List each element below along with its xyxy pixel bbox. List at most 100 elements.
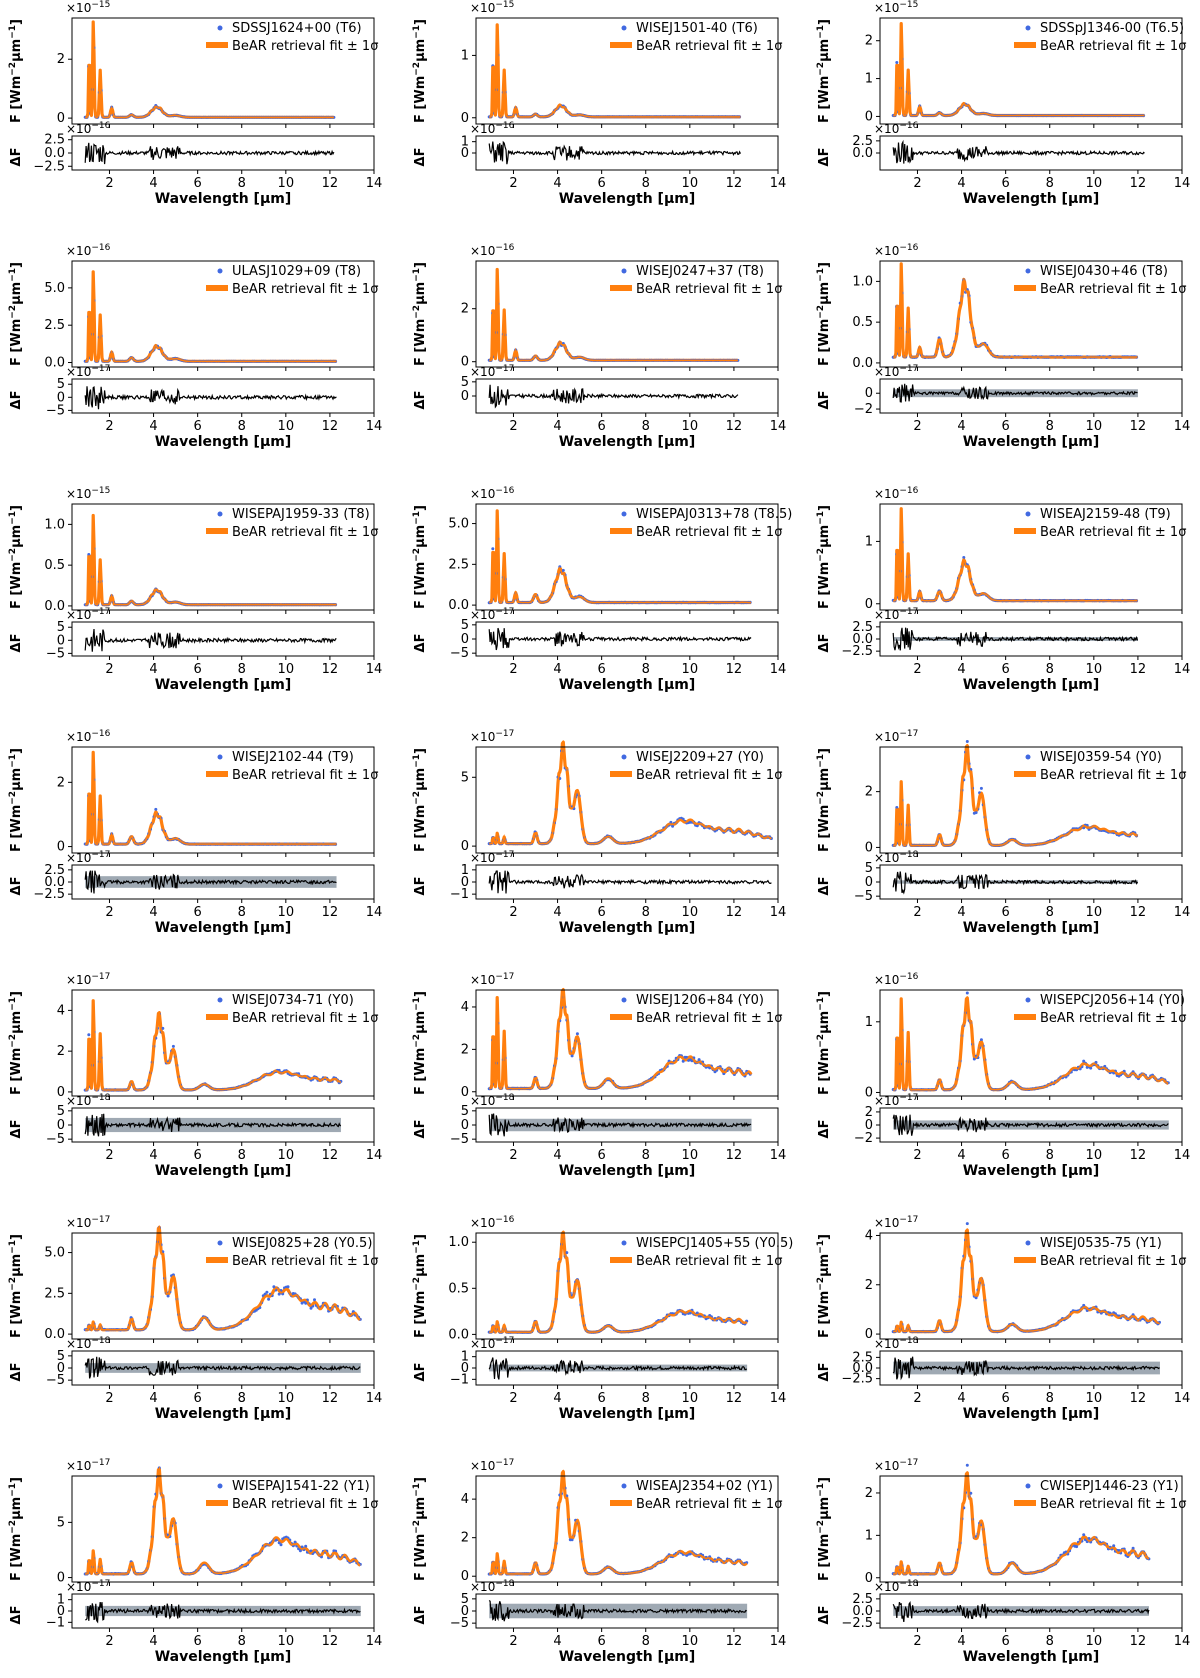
y-tick-label: 0 <box>865 840 873 855</box>
x-tick-label: 2 <box>105 905 113 920</box>
flux-multiplier: ×10−16 <box>470 243 515 258</box>
y-tick-label: 0.0 <box>852 356 873 371</box>
residual-multiplier: ×10−16 <box>470 121 515 136</box>
residual-multiplier: ×10−17 <box>66 850 110 865</box>
y-tick-label: 0 <box>461 111 469 126</box>
residual-line <box>85 386 336 409</box>
legend-marker-fit <box>1014 528 1036 534</box>
legend-marker-data <box>1026 26 1031 31</box>
residual-multiplier: ×10−17 <box>470 607 514 622</box>
fit-line-core <box>893 24 1144 116</box>
x-tick-label: 4 <box>553 662 561 677</box>
y-tick-label: 2 <box>865 34 873 49</box>
data-point <box>87 1033 90 1036</box>
residual-line <box>489 1358 747 1380</box>
y-tick-label: 4 <box>865 1228 873 1243</box>
flux-axis-label: F [Wm−2μm−1] <box>412 1234 428 1338</box>
data-point <box>1112 1544 1115 1547</box>
x-tick-label: 10 <box>278 662 295 677</box>
x-tick-label: 10 <box>682 662 699 677</box>
residual-axis-label: ΔF <box>413 148 428 167</box>
residual-tick-label: −2.5 <box>33 887 65 902</box>
y-tick-label: 2 <box>865 1486 873 1501</box>
legend-fit-label: BeAR retrieval fit ± 1σ <box>1040 1497 1186 1512</box>
y-tick-label: 0.0 <box>448 1327 469 1342</box>
flux-axis-label: F [Wm−2μm−1] <box>412 748 428 852</box>
legend-marker-fit <box>206 771 228 777</box>
y-tick-label: 2 <box>461 1531 469 1546</box>
residual-axis-label: ΔF <box>817 877 832 896</box>
x-axis-label: Wavelength [μm] <box>963 1163 1100 1179</box>
legend-object-name: WISEJ0734-71 (Y0) <box>232 993 354 1008</box>
residual-tick-label: −5 <box>46 403 65 418</box>
x-tick-label: 12 <box>1130 1634 1147 1649</box>
x-tick-label: 12 <box>1130 905 1147 920</box>
flux-axis-label: F [Wm−2μm−1] <box>8 505 24 609</box>
legend-fit-label: BeAR retrieval fit ± 1σ <box>1040 282 1186 297</box>
legend-object-name: WISEAJ2159-48 (T9) <box>1040 507 1171 522</box>
residual-tick-label: −1 <box>450 1372 469 1387</box>
legend-marker-data <box>218 269 223 274</box>
flux-multiplier: ×10−16 <box>470 1215 515 1230</box>
legend-marker-data <box>218 998 223 1003</box>
residual-multiplier: ×10−17 <box>470 1336 514 1351</box>
x-tick-label: 12 <box>1130 1148 1147 1163</box>
data-point <box>576 1032 579 1035</box>
data-point <box>966 740 969 743</box>
legend-marker-data <box>1026 755 1031 760</box>
x-tick-label: 14 <box>1174 662 1191 677</box>
x-tick-label: 2 <box>509 1634 517 1649</box>
fit-line-core <box>85 752 336 844</box>
residual-tick-label: 0 <box>461 1118 469 1133</box>
data-point <box>1082 1533 1085 1536</box>
spectrum-panel: 024×10−17F [Wm−2μm−1] WISEJ0734-71 (Y0)Be… <box>8 972 382 1179</box>
legend-marker-data <box>622 998 627 1003</box>
y-tick-label: 0 <box>57 111 65 126</box>
legend-marker-data <box>622 26 627 31</box>
legend-object-name: ULASJ1029+09 (T8) <box>232 264 361 279</box>
x-axis-label: Wavelength [μm] <box>559 1163 696 1179</box>
legend-object-name: WISEPAJ0313+78 (T8.5) <box>636 507 792 522</box>
residual-axis-label: ΔF <box>413 1120 428 1139</box>
x-tick-label: 12 <box>322 662 339 677</box>
x-tick-label: 8 <box>1046 905 1054 920</box>
legend-object-name: WISEJ0430+46 (T8) <box>1040 264 1168 279</box>
x-tick-label: 4 <box>149 1634 157 1649</box>
residual-tick-label: −1 <box>46 1615 65 1630</box>
residual-axis-label: ΔF <box>817 1606 832 1625</box>
y-tick-label: 2 <box>865 1278 873 1293</box>
x-axis-label: Wavelength [μm] <box>559 677 696 693</box>
legend-object-name: WISEJ0359-54 (Y0) <box>1040 750 1162 765</box>
legend-object-name: SDSSJ1624+00 (T6) <box>232 21 362 36</box>
legend-fit-label: BeAR retrieval fit ± 1σ <box>1040 1254 1186 1269</box>
x-tick-label: 12 <box>1130 662 1147 677</box>
x-axis-label: Wavelength [μm] <box>155 920 292 936</box>
x-tick-label: 14 <box>366 419 383 434</box>
x-tick-label: 8 <box>1046 176 1054 191</box>
flux-multiplier: ×10−17 <box>470 1458 514 1473</box>
x-tick-label: 10 <box>682 419 699 434</box>
residual-axis-label: ΔF <box>817 1363 832 1382</box>
y-tick-label: 0 <box>57 1085 65 1100</box>
x-tick-label: 6 <box>598 905 606 920</box>
legend-marker-fit <box>1014 771 1036 777</box>
x-tick-label: 6 <box>598 662 606 677</box>
flux-axis-label: F [Wm−2μm−1] <box>8 748 24 852</box>
data-point <box>1132 1547 1135 1550</box>
x-tick-label: 12 <box>726 905 743 920</box>
residual-axis-label: ΔF <box>413 1363 428 1382</box>
residual-multiplier: ×10−17 <box>874 1093 918 1108</box>
residual-tick-label: −5 <box>854 889 873 904</box>
data-point <box>280 1543 283 1546</box>
x-tick-label: 14 <box>366 176 383 191</box>
flux-multiplier: ×10−17 <box>470 729 514 744</box>
x-tick-label: 8 <box>238 1391 246 1406</box>
x-axis-label: Wavelength [μm] <box>963 1406 1100 1422</box>
legend-marker-data <box>218 512 223 517</box>
flux-multiplier: ×10−15 <box>470 0 514 15</box>
x-tick-label: 14 <box>770 1148 787 1163</box>
fit-line-core <box>85 22 334 117</box>
x-tick-label: 8 <box>238 662 246 677</box>
spectrum-panel: 02×10−16F [Wm−2μm−1] WISEJ0247+37 (T8)BeA… <box>412 243 786 450</box>
x-tick-label: 10 <box>682 176 699 191</box>
